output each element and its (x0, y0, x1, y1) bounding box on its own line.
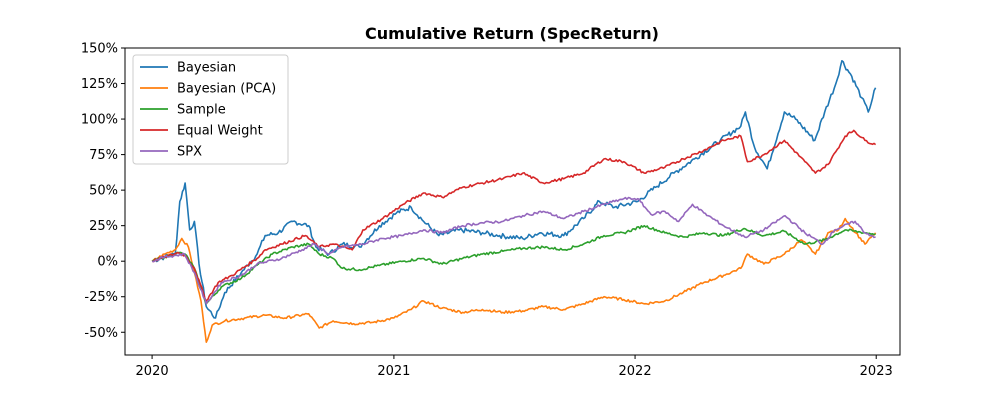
legend-label: Bayesian (177, 61, 236, 76)
legend-box (132, 54, 289, 165)
legend-label: Equal Weight (177, 124, 263, 139)
y-tick-label: 0% (97, 255, 118, 270)
series-line-bayesian (151, 60, 877, 319)
plot-area (151, 60, 877, 343)
x-tick-label: 2023 (860, 364, 893, 379)
y-tick-label: -25% (84, 290, 118, 305)
x-axis: 2020 2021 2022 2023 (136, 355, 893, 379)
legend-label: Bayesian (PCA) (177, 82, 276, 97)
y-tick-label: 75% (89, 148, 118, 163)
series-line-spx (151, 196, 876, 305)
legend-label: SPX (177, 145, 202, 160)
y-axis: -50% -25% 0% 25% 50% 75% 100% 125% 150% (81, 42, 125, 341)
y-tick-label: 100% (81, 113, 118, 128)
series-line-equal-weight (151, 129, 877, 302)
x-tick-label: 2022 (619, 364, 652, 379)
legend: Bayesian Bayesian (PCA) Sample Equal Weight… (132, 54, 289, 165)
x-tick-label: 2020 (136, 364, 169, 379)
y-tick-label: 50% (89, 184, 118, 199)
y-tick-label: 150% (81, 42, 118, 57)
y-tick-label: 25% (89, 219, 118, 234)
chart-title: Cumulative Return (SpecReturn) (365, 24, 659, 43)
series-line-bayesian-pca (151, 217, 877, 343)
y-tick-label: -50% (84, 326, 118, 341)
x-tick-label: 2021 (377, 364, 410, 379)
plot-frame (124, 47, 901, 356)
y-tick-label: 125% (81, 77, 118, 92)
legend-label: Sample (177, 103, 226, 118)
